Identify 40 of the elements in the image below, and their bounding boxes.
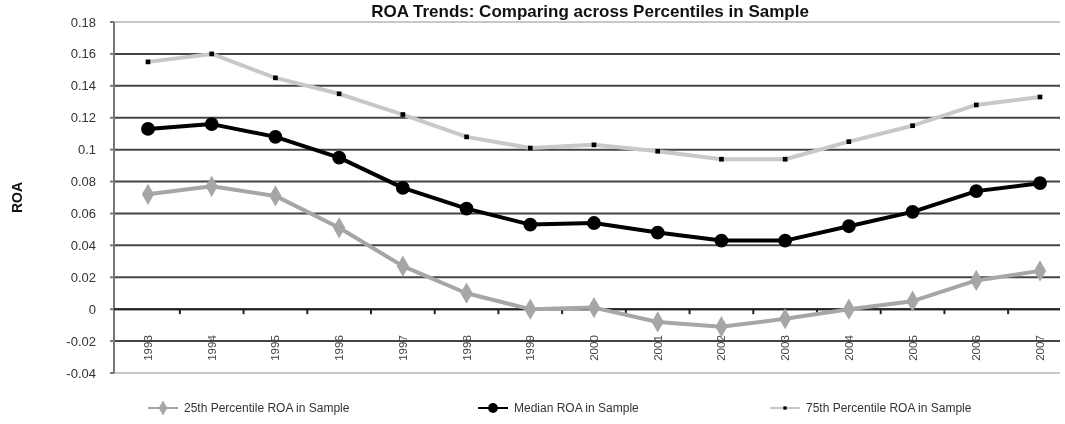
point bbox=[841, 219, 856, 234]
point bbox=[714, 233, 729, 248]
point bbox=[523, 217, 538, 232]
y-tick-label: 0 bbox=[88, 301, 96, 317]
x-tick-label: 1997 bbox=[396, 335, 409, 361]
point bbox=[459, 201, 474, 216]
chart-title: ROA Trends: Comparing across Percentiles in Sample bbox=[371, 2, 809, 21]
y-tick-label: 0.02 bbox=[70, 269, 96, 285]
x-tick-label: 1994 bbox=[205, 334, 218, 361]
x-tick-label: 2004 bbox=[842, 334, 855, 361]
x-tick-label: 2001 bbox=[651, 335, 664, 361]
point bbox=[587, 216, 601, 230]
x-tick-label: 2002 bbox=[715, 335, 728, 361]
point bbox=[141, 122, 155, 136]
y-tick-label: 0.08 bbox=[70, 174, 96, 190]
point bbox=[268, 129, 283, 144]
y-axis-title: ROA bbox=[9, 181, 25, 214]
y-tick-label: 0.16 bbox=[70, 46, 96, 62]
legend-label: 25th Percentile ROA in Sample bbox=[184, 401, 350, 416]
point bbox=[969, 184, 984, 199]
y-tick-label: -0.02 bbox=[66, 333, 96, 349]
legend-label: 75th Percentile ROA in Sample bbox=[806, 401, 972, 416]
y-tick-label: 0.14 bbox=[70, 78, 96, 94]
x-tick-label: 2007 bbox=[1034, 335, 1047, 361]
point bbox=[395, 181, 410, 195]
y-tick-label: 0.1 bbox=[77, 142, 96, 158]
point bbox=[1033, 176, 1047, 191]
point bbox=[778, 233, 793, 248]
point bbox=[332, 150, 347, 165]
point bbox=[905, 204, 920, 219]
y-tick-label: -0.04 bbox=[66, 365, 96, 381]
point bbox=[204, 117, 219, 132]
point bbox=[650, 225, 665, 240]
y-tick-label: 0.04 bbox=[70, 237, 96, 253]
y-tick-label: 0.06 bbox=[70, 206, 96, 221]
legend-label: Median ROA in Sample bbox=[514, 401, 640, 416]
x-tick-label: 2003 bbox=[779, 335, 792, 361]
y-tick-label: 0.18 bbox=[70, 14, 96, 30]
x-tick-label: 1993 bbox=[142, 335, 155, 361]
y-tick-label: 0.12 bbox=[70, 110, 96, 126]
